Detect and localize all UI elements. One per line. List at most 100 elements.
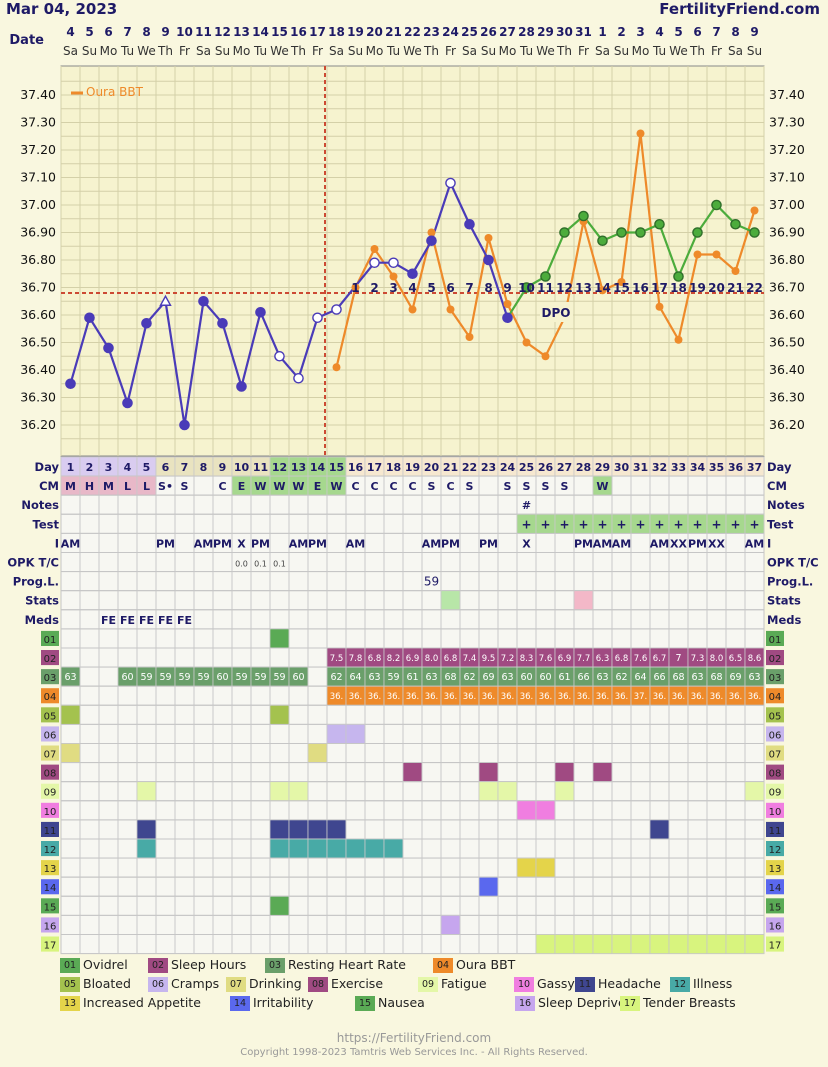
tracker-cell-value: 7.4 bbox=[463, 654, 477, 664]
tracker-cell bbox=[478, 781, 499, 802]
oura-point bbox=[617, 278, 626, 286]
oura-point bbox=[370, 245, 379, 253]
dpo-label: 12 bbox=[556, 281, 573, 295]
tracker-cell bbox=[516, 800, 537, 821]
bbt-point bbox=[388, 257, 399, 269]
tracker-cell-value: 7.8 bbox=[349, 654, 363, 664]
tracker-code-swatch-right bbox=[766, 841, 784, 857]
row-label-left: Prog.L. bbox=[13, 575, 59, 589]
dpo-label: 22 bbox=[746, 281, 763, 295]
row-cell-value: E bbox=[314, 480, 322, 493]
legend-label: Irritability bbox=[253, 995, 314, 1010]
tracker-cell bbox=[744, 934, 765, 955]
tracker-cell-value: 36. bbox=[710, 692, 724, 702]
y-tick-left: 36.60 bbox=[20, 307, 56, 322]
row-cell-value: + bbox=[654, 517, 664, 531]
site-name[interactable]: FertilityFriend.com bbox=[659, 0, 820, 18]
row-cell-value: AM bbox=[612, 537, 631, 550]
row-cell-value: S bbox=[542, 480, 550, 493]
row-cell-value: 31 bbox=[633, 461, 648, 474]
date-weekday: Tu bbox=[519, 44, 533, 58]
dpo-label: 11 bbox=[537, 281, 554, 295]
tracker-code-left: 11 bbox=[44, 826, 57, 837]
row-cell-value: 29 bbox=[595, 461, 610, 474]
row-cell-value: 4 bbox=[124, 461, 132, 474]
tracker-cell-value: 6.7 bbox=[653, 654, 667, 664]
footer-url[interactable]: https://FertilityFriend.com bbox=[336, 1031, 492, 1045]
row-cell-value: 30 bbox=[614, 461, 630, 474]
tracker-cell bbox=[269, 819, 290, 840]
oura-point bbox=[427, 228, 436, 237]
row-label-right: Notes bbox=[767, 498, 805, 512]
row-cell-value: FE bbox=[139, 614, 154, 627]
dpo-label: 17 bbox=[651, 281, 668, 295]
tracker-cell-value: 6.5 bbox=[729, 654, 743, 664]
tracker-cell-value: 60 bbox=[292, 672, 304, 683]
bbt-point bbox=[236, 381, 247, 392]
bbt-point bbox=[65, 378, 76, 390]
tracker-cell bbox=[136, 838, 157, 859]
tracker-cell bbox=[478, 876, 499, 897]
row-cell-value: 21 bbox=[443, 461, 458, 474]
dpo-label: 7 bbox=[465, 281, 473, 295]
tracker-code-right: 06 bbox=[769, 730, 782, 741]
date-weekday: Su bbox=[215, 44, 230, 58]
tracker-cell bbox=[649, 819, 670, 840]
legend-item: 16 Sleep Deprived bbox=[515, 994, 634, 1011]
legend-swatch: 03 bbox=[265, 958, 285, 973]
tracker-cell bbox=[535, 934, 556, 955]
tracker-cell bbox=[554, 781, 575, 802]
dpo-label: 18 bbox=[670, 281, 687, 295]
tracker-code-left: 05 bbox=[44, 711, 57, 722]
date-day-number: 8 bbox=[731, 25, 739, 39]
tracker-cell-value: 59 bbox=[197, 672, 209, 683]
tracker-code-swatch-left bbox=[41, 860, 59, 876]
date-weekday: Su bbox=[82, 44, 97, 58]
date-day-number: 26 bbox=[480, 25, 497, 39]
tracker-code-swatch-right bbox=[766, 630, 784, 646]
dpo-label: 19 bbox=[689, 281, 706, 295]
bbt-point bbox=[635, 227, 646, 238]
legend-item: 17 Tender Breasts bbox=[620, 994, 736, 1011]
tracker-code-right: 10 bbox=[769, 807, 782, 818]
tracker-code-swatch-right bbox=[766, 783, 784, 799]
legend-item: 08 Exercise bbox=[308, 975, 383, 992]
row-cell-value: 7 bbox=[181, 461, 189, 474]
date-weekday: Tu bbox=[652, 44, 666, 58]
date-day-number: 3 bbox=[636, 25, 644, 39]
tracker-cell bbox=[440, 915, 461, 935]
legend-label: Drinking bbox=[249, 976, 302, 991]
date-day-number: 21 bbox=[385, 25, 402, 39]
tracker-cell-value: 60 bbox=[539, 672, 551, 683]
y-tick-left: 36.90 bbox=[20, 225, 56, 240]
oura-point bbox=[731, 267, 740, 275]
row-cell-value: 36 bbox=[728, 461, 744, 474]
row-cell-value: PM bbox=[213, 537, 232, 550]
row-cell-value: S bbox=[504, 480, 512, 493]
tracker-code-swatch-right bbox=[766, 821, 784, 837]
date-row-label: Date bbox=[9, 33, 44, 48]
tracker-code-right: 03 bbox=[769, 673, 782, 684]
row-cell-value: 34 bbox=[690, 461, 706, 474]
row-cell-value: + bbox=[711, 517, 721, 531]
tracker-cell bbox=[478, 762, 499, 783]
y-tick-right: 36.90 bbox=[769, 225, 805, 240]
tracker-code-swatch-left bbox=[41, 783, 59, 799]
row-cell-value: E bbox=[238, 480, 246, 493]
row-label-left: Meds bbox=[25, 613, 59, 627]
row-cell-value: M bbox=[65, 480, 76, 493]
tracker-cell bbox=[497, 781, 518, 802]
oura-point bbox=[674, 335, 683, 344]
legend-item: 09 Fatigue bbox=[418, 975, 487, 992]
legend-item: 15 Nausea bbox=[355, 994, 425, 1011]
row-cell-value: 28 bbox=[576, 461, 591, 474]
legend-item: 12 Illness bbox=[670, 975, 732, 992]
tracker-code-swatch-left bbox=[41, 841, 59, 857]
legend-item: 03 Resting Heart Rate bbox=[265, 956, 406, 973]
tracker-cell-value: 36. bbox=[615, 692, 629, 702]
legend-label: Headache bbox=[598, 976, 661, 991]
oura-point bbox=[503, 300, 512, 308]
row-band bbox=[60, 494, 765, 515]
date-day-number: 10 bbox=[176, 25, 193, 39]
row-cell-value: 8 bbox=[200, 461, 208, 474]
